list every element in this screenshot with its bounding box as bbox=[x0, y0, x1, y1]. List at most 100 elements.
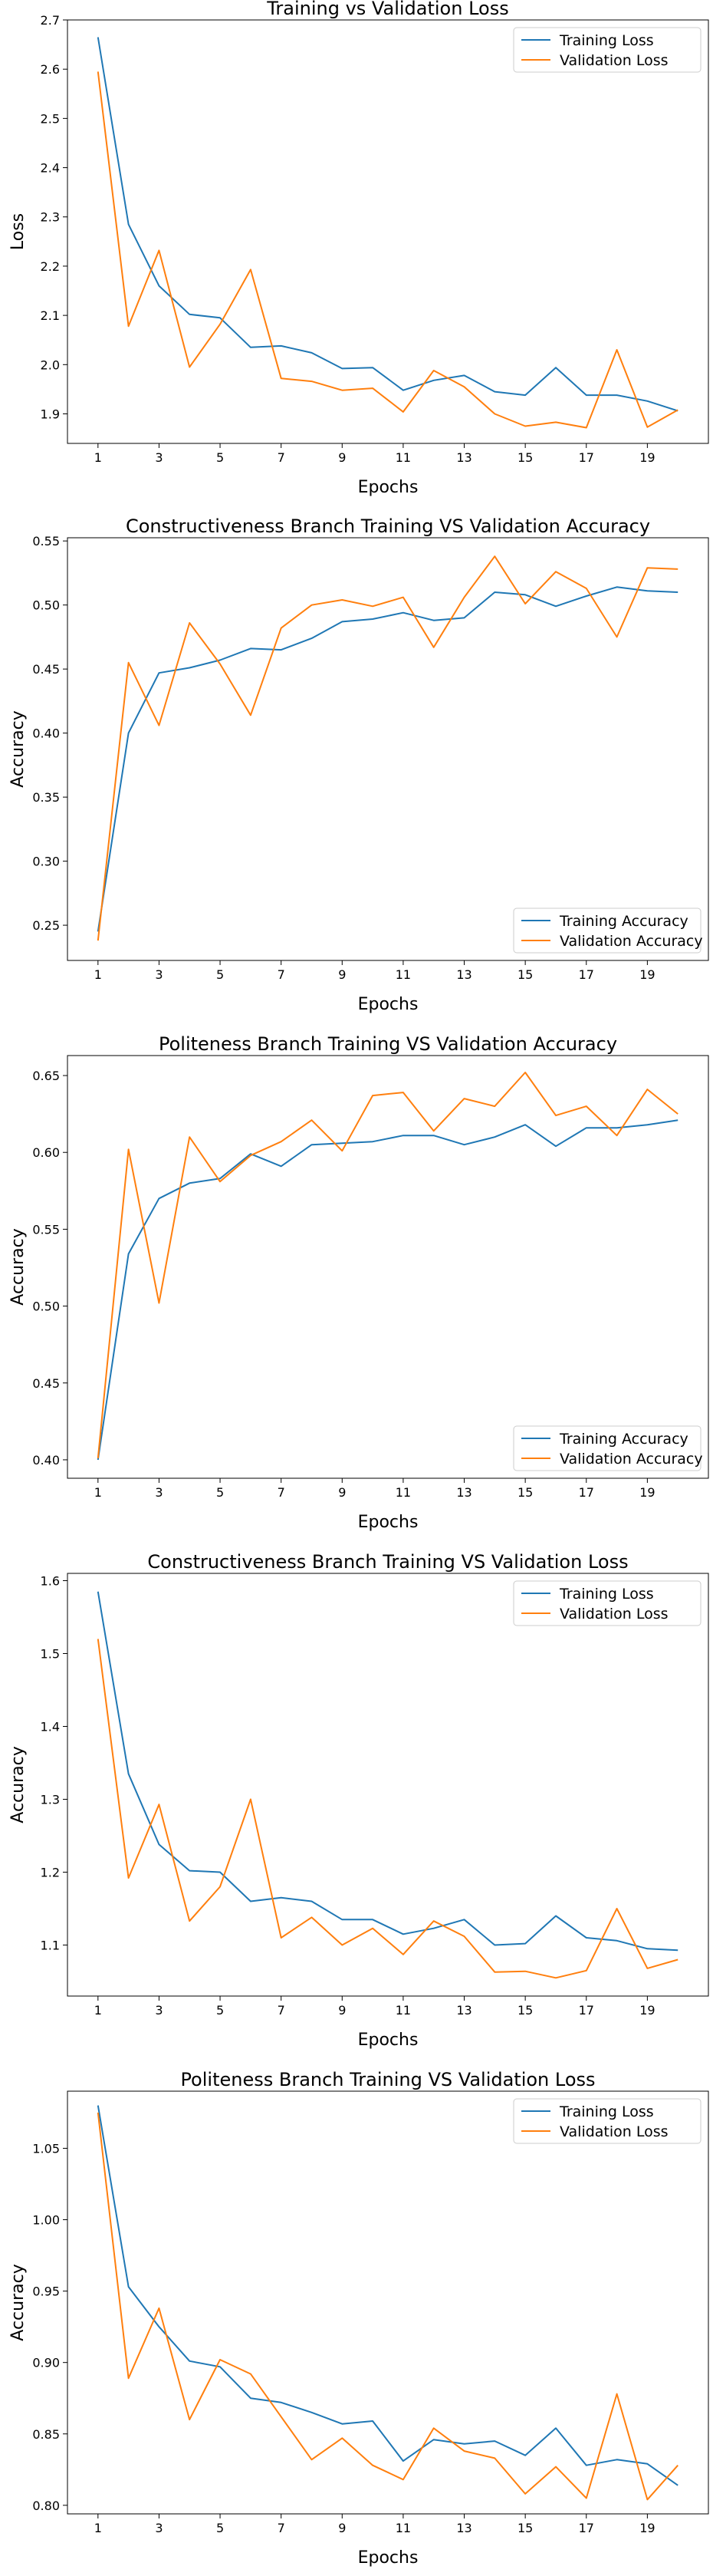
legend-label: Validation Loss bbox=[560, 2123, 669, 2140]
x-axis-title: Epochs bbox=[358, 995, 419, 1014]
x-tick-label: 15 bbox=[518, 2521, 533, 2535]
y-axis-title: Accuracy bbox=[8, 710, 28, 787]
y-tick-label: 1.2 bbox=[41, 1866, 60, 1880]
legend-frame bbox=[513, 908, 702, 954]
y-tick-label: 1.9 bbox=[41, 407, 60, 421]
y-tick-label: 0.35 bbox=[32, 790, 60, 805]
x-tick-label: 15 bbox=[518, 450, 533, 465]
x-tick-label: 3 bbox=[155, 1485, 163, 1500]
x-tick-label: 15 bbox=[518, 1485, 533, 1500]
x-tick-label: 1 bbox=[94, 450, 102, 465]
plot-frame bbox=[67, 1055, 709, 1479]
x-tick-label: 1 bbox=[94, 2521, 102, 2535]
x-tick-label: 19 bbox=[639, 2003, 655, 2018]
legend-label: Validation Loss bbox=[560, 1606, 669, 1622]
y-tick-label: 1.3 bbox=[41, 1793, 60, 1807]
chart-panel-4: Constructiveness Branch Training VS Vali… bbox=[8, 1551, 709, 2050]
series-line-1 bbox=[97, 586, 678, 932]
legend-label: Training Loss bbox=[559, 1586, 654, 1603]
series-line-2 bbox=[97, 1072, 678, 1459]
y-tick-label: 1.4 bbox=[41, 1720, 60, 1734]
x-axis-title: Epochs bbox=[358, 1513, 419, 1532]
chart-panel-2: Constructiveness Branch Training VS Vali… bbox=[8, 516, 709, 1014]
y-tick-label: 0.25 bbox=[32, 918, 60, 933]
x-tick-label: 11 bbox=[396, 1485, 411, 1500]
y-tick-label: 1.05 bbox=[32, 2141, 60, 2156]
y-tick-label: 0.30 bbox=[32, 855, 60, 869]
x-tick-label: 5 bbox=[216, 2521, 224, 2535]
x-tick-label: 19 bbox=[639, 967, 655, 982]
legend-frame bbox=[513, 1580, 702, 1626]
x-tick-label: 17 bbox=[579, 450, 594, 465]
legend-label: Validation Accuracy bbox=[560, 1451, 703, 1468]
series-line-2 bbox=[97, 555, 678, 941]
chart-panel-5: Politeness Branch Training VS Validation… bbox=[8, 2069, 709, 2568]
x-axis-title: Epochs bbox=[358, 2031, 419, 2050]
legend-frame bbox=[513, 1425, 702, 1471]
chart-panel-3: Politeness Branch Training VS Validation… bbox=[8, 1033, 709, 1532]
series-line-1 bbox=[97, 1591, 678, 1952]
x-tick-label: 5 bbox=[216, 1485, 224, 1500]
x-tick-label: 13 bbox=[456, 2521, 472, 2535]
x-tick-label: 5 bbox=[216, 967, 224, 982]
series-line-1 bbox=[97, 2105, 678, 2486]
legend: Training Loss Validation Loss bbox=[513, 1580, 702, 1626]
x-tick-label: 13 bbox=[456, 450, 472, 465]
x-tick-label: 3 bbox=[155, 967, 163, 982]
y-tick-label: 0.40 bbox=[32, 726, 60, 741]
legend-frame bbox=[513, 27, 702, 73]
chart-title: Politeness Branch Training VS Validation… bbox=[180, 2069, 595, 2090]
y-tick-label: 0.40 bbox=[32, 1453, 60, 1468]
legend: Training Loss Validation Loss bbox=[513, 27, 702, 73]
x-tick-label: 3 bbox=[155, 2003, 163, 2018]
x-tick-label: 13 bbox=[456, 2003, 472, 2018]
plot-frame bbox=[67, 1573, 709, 1997]
x-tick-label: 3 bbox=[155, 450, 163, 465]
y-tick-label: 0.65 bbox=[32, 1069, 60, 1083]
x-tick-label: 15 bbox=[518, 2003, 533, 2018]
y-axis-title: Accuracy bbox=[8, 2264, 28, 2340]
x-tick-label: 19 bbox=[639, 450, 655, 465]
plot-frame bbox=[67, 2090, 709, 2515]
x-tick-label: 13 bbox=[456, 1485, 472, 1500]
x-tick-label: 5 bbox=[216, 2003, 224, 2018]
y-tick-label: 2.1 bbox=[41, 308, 60, 323]
x-axis-title: Epochs bbox=[358, 2548, 419, 2568]
chart-title: Constructiveness Branch Training VS Vali… bbox=[147, 1551, 628, 1573]
y-tick-label: 0.60 bbox=[32, 1145, 60, 1160]
x-tick-label: 11 bbox=[396, 2521, 411, 2535]
x-tick-label: 7 bbox=[278, 967, 285, 982]
x-tick-label: 17 bbox=[579, 2003, 594, 2018]
x-tick-label: 19 bbox=[639, 1485, 655, 1500]
x-tick-label: 15 bbox=[518, 967, 533, 982]
y-tick-label: 2.2 bbox=[41, 259, 60, 274]
y-tick-label: 1.00 bbox=[32, 2213, 60, 2228]
x-tick-label: 17 bbox=[579, 1485, 594, 1500]
y-tick-label: 1.6 bbox=[41, 1574, 60, 1589]
series-line-2 bbox=[97, 1639, 678, 1979]
x-tick-label: 9 bbox=[338, 1485, 346, 1500]
legend: Training Accuracy Validation Accuracy bbox=[513, 908, 703, 954]
x-tick-label: 1 bbox=[94, 967, 102, 982]
x-tick-label: 1 bbox=[94, 2003, 102, 2018]
x-tick-label: 3 bbox=[155, 2521, 163, 2535]
y-tick-label: 0.55 bbox=[32, 534, 60, 548]
legend: Training Accuracy Validation Accuracy bbox=[513, 1425, 703, 1471]
legend: Training Loss Validation Loss bbox=[513, 2098, 702, 2144]
y-tick-label: 2.7 bbox=[41, 13, 60, 28]
y-tick-label: 0.90 bbox=[32, 2356, 60, 2370]
x-tick-label: 1 bbox=[94, 1485, 102, 1500]
y-tick-label: 2.3 bbox=[41, 210, 60, 225]
series-line-1 bbox=[97, 1119, 678, 1461]
x-tick-label: 5 bbox=[216, 450, 224, 465]
x-tick-label: 9 bbox=[338, 967, 346, 982]
x-axis-title: Epochs bbox=[358, 478, 419, 497]
y-tick-label: 0.80 bbox=[32, 2499, 60, 2513]
y-tick-label: 2.4 bbox=[41, 161, 60, 176]
chart-title: Politeness Branch Training VS Validation… bbox=[159, 1033, 617, 1055]
legend-label: Validation Accuracy bbox=[560, 933, 703, 950]
y-tick-label: 0.50 bbox=[32, 598, 60, 613]
y-tick-label: 1.1 bbox=[41, 1939, 60, 1953]
